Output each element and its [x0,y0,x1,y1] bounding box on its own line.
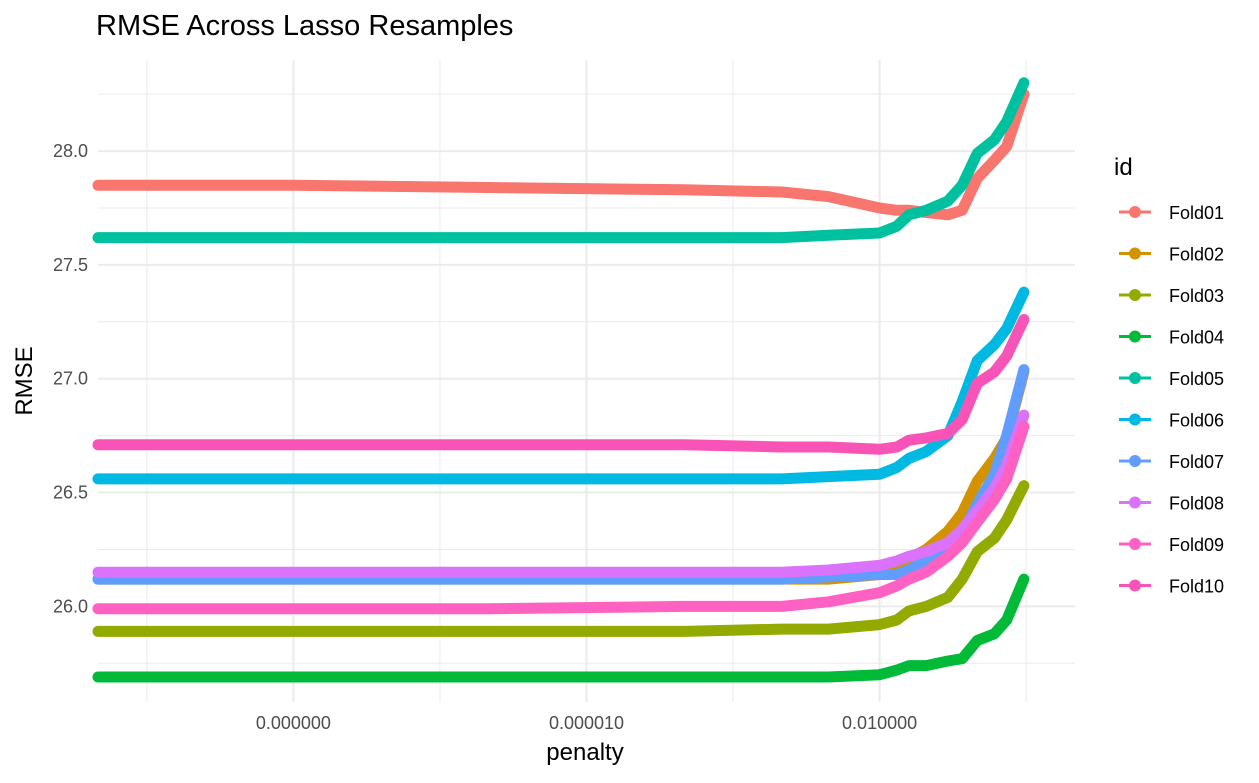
x-axis-ticks: 0.000000 0.000010 0.010000 [256,713,917,733]
chart-title: RMSE Across Lasso Resamples [96,10,513,42]
x-tick-label: 0.000000 [256,713,331,733]
y-axis-ticks: 26.0 26.5 27.0 27.5 28.0 [53,141,88,616]
legend-key-point [1129,413,1141,426]
legend-key-point [1129,579,1141,592]
legend-item-fold04: Fold04 [1119,328,1224,348]
y-tick-label: 27.5 [53,255,88,275]
legend: id Fold01 Fold02 Fold03 Fold04 Fold05 Fold06 F… [1114,154,1224,597]
legend-key-point [1129,455,1141,467]
legend-item-fold05: Fold05 [1119,369,1224,389]
legend-label: Fold06 [1169,411,1224,431]
legend-key-point [1129,206,1141,218]
legend-key-point [1129,330,1141,343]
legend-item-fold08: Fold08 [1119,494,1224,514]
y-axis-title: RMSE [11,346,38,415]
legend-key-point [1129,372,1141,384]
legend-item-fold06: Fold06 [1119,411,1224,431]
legend-item-fold07: Fold07 [1119,452,1224,472]
series-line-fold07 [92,364,1030,585]
series-line-fold05 [92,77,1030,244]
legend-label: Fold03 [1169,286,1224,306]
legend-item-fold03: Fold03 [1119,286,1224,306]
plot-grid [98,60,1075,702]
legend-key-point [1129,289,1141,301]
legend-label: Fold01 [1169,203,1224,223]
legend-label: Fold05 [1169,369,1224,389]
x-tick-label: 0.010000 [842,713,917,733]
y-tick-label: 27.0 [53,369,88,389]
legend-label: Fold07 [1169,452,1224,472]
y-tick-label: 26.0 [53,596,88,616]
y-tick-label: 26.5 [53,483,88,503]
series-layer [92,77,1030,683]
legend-label: Fold10 [1169,577,1224,597]
legend-label: Fold04 [1169,328,1224,348]
legend-label: Fold08 [1169,494,1224,514]
series-line-fold04 [92,573,1030,683]
x-tick-label: 0.000010 [549,713,624,733]
series-line-fold10 [92,314,1030,455]
legend-key-point [1129,538,1141,550]
legend-key-point [1129,496,1141,509]
legend-key-point [1129,247,1141,260]
series-line-fold08 [92,409,1030,578]
legend-label: Fold02 [1169,245,1224,265]
legend-item-fold01: Fold01 [1119,203,1224,223]
legend-label: Fold09 [1169,535,1224,555]
y-tick-label: 28.0 [53,141,88,161]
series-line-fold09 [92,421,1030,615]
series-line-fold01 [92,88,1030,221]
legend-item-fold02: Fold02 [1119,245,1224,265]
series-line-fold06 [92,286,1030,485]
legend-title: id [1114,154,1133,181]
x-axis-title: penalty [546,739,623,766]
legend-item-fold10: Fold10 [1119,577,1224,597]
series-line-fold03 [92,480,1030,637]
legend-item-fold09: Fold09 [1119,535,1224,555]
